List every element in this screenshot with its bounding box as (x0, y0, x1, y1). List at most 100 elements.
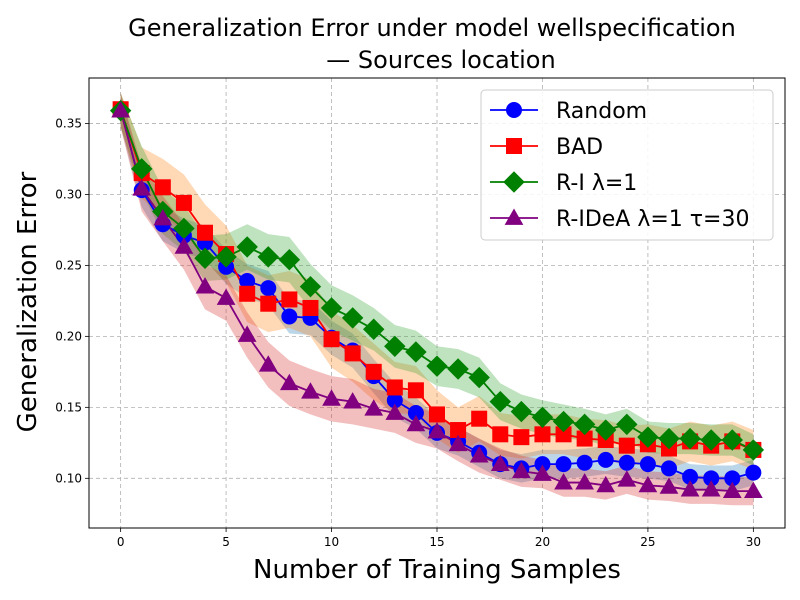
point-ri (278, 248, 301, 271)
point-ri (131, 158, 153, 180)
point-bad (154, 179, 171, 196)
chart-title-line2: — Sources location (326, 46, 555, 74)
point-ri (616, 413, 638, 436)
point-ri (257, 246, 279, 268)
point-ri (595, 419, 617, 441)
point-ri (742, 439, 765, 461)
legend-marker-random (506, 102, 522, 118)
point-ridea (701, 480, 721, 497)
point-ridea (427, 421, 447, 439)
point-bad (407, 382, 424, 399)
point-bad (492, 426, 509, 443)
point-ridea (617, 470, 637, 487)
point-ridea (111, 101, 130, 118)
point-bad (344, 345, 361, 362)
point-ri (700, 429, 722, 451)
x-tick-label: 15 (429, 535, 444, 549)
point-bad (260, 295, 277, 312)
legend-marker-bad (506, 138, 522, 154)
point-ridea (659, 477, 679, 494)
point-bad (386, 379, 403, 396)
point-ridea (575, 473, 594, 490)
point-random (661, 460, 677, 477)
point-bad (471, 410, 488, 427)
point-ri (194, 247, 216, 269)
point-ridea (195, 277, 215, 294)
y-tick-label: 0.30 (55, 187, 82, 201)
point-bad (323, 331, 340, 348)
point-ridea (638, 475, 658, 493)
point-ri (468, 366, 490, 389)
point-ridea (174, 237, 194, 254)
point-ridea (512, 461, 531, 479)
y-axis-label: Generalization Error (13, 171, 43, 432)
point-ridea (343, 392, 362, 409)
point-ridea (490, 454, 510, 471)
point-ridea (364, 399, 384, 416)
point-ridea (680, 480, 700, 497)
x-axis-label: Number of Training Samples (253, 555, 621, 585)
y-tick-label: 0.20 (55, 329, 82, 343)
point-ridea (322, 389, 341, 406)
point-random (260, 280, 277, 297)
point-bad (534, 426, 551, 443)
legend-marker-ridea (504, 208, 524, 225)
point-bad (513, 429, 530, 446)
point-bad (197, 224, 213, 241)
legend-box (480, 89, 774, 241)
point-ridea (744, 481, 763, 498)
y-tick-label: 0.10 (55, 471, 82, 485)
point-ri (531, 406, 554, 428)
point-ridea (554, 473, 573, 490)
point-ri (573, 413, 596, 436)
point-ri (552, 410, 575, 433)
y-tick-label: 0.25 (55, 258, 82, 272)
series-markers (109, 99, 765, 498)
x-tick-label: 0 (117, 535, 125, 549)
point-random (618, 454, 635, 471)
point-bad (618, 437, 635, 454)
x-tick-label: 30 (746, 535, 761, 549)
y-tick-label: 0.35 (55, 116, 82, 130)
legend-label-bad: BAD (556, 135, 603, 160)
point-ri (215, 246, 237, 268)
point-random (639, 456, 656, 473)
point-ri (384, 335, 406, 358)
point-ridea (596, 475, 616, 493)
point-ri (510, 400, 533, 423)
point-ri (341, 307, 364, 329)
point-random (576, 454, 593, 471)
point-ri (405, 341, 427, 363)
point-bad (302, 299, 319, 316)
point-random (597, 451, 614, 468)
x-tick-label: 5 (222, 535, 230, 549)
point-ri (658, 427, 680, 450)
point-random (745, 464, 762, 481)
point-ri (236, 236, 258, 258)
point-ri (320, 297, 343, 319)
y-tick-label: 0.15 (55, 400, 82, 414)
point-ridea (301, 382, 320, 399)
point-bad (239, 285, 256, 302)
legend: Random BAD R-I λ=1 R-IDeA λ=1 τ=30 (480, 89, 774, 241)
point-ridea (237, 325, 257, 342)
point-ri (299, 275, 322, 298)
axis-ticks: 0 5 10 15 20 25 30 0.10 0.15 0.20 0.25 0.30 0.35 (55, 116, 761, 549)
legend-label-ri: R-I λ=1 (556, 171, 637, 196)
point-ri (679, 427, 701, 450)
point-ri (363, 318, 385, 340)
point-bad (281, 291, 298, 308)
point-ridea (216, 288, 236, 305)
legend-label-ridea: R-IDeA λ=1 τ=30 (556, 207, 749, 232)
point-ri (721, 429, 743, 451)
point-ri (489, 390, 511, 413)
point-ridea (533, 464, 552, 481)
point-ridea (132, 179, 152, 196)
legend-label-random: Random (556, 99, 647, 124)
point-bad (429, 406, 445, 423)
point-ridea (385, 403, 405, 420)
x-tick-label: 10 (324, 535, 339, 549)
x-tick-label: 25 (640, 535, 655, 549)
point-ri (426, 355, 448, 377)
